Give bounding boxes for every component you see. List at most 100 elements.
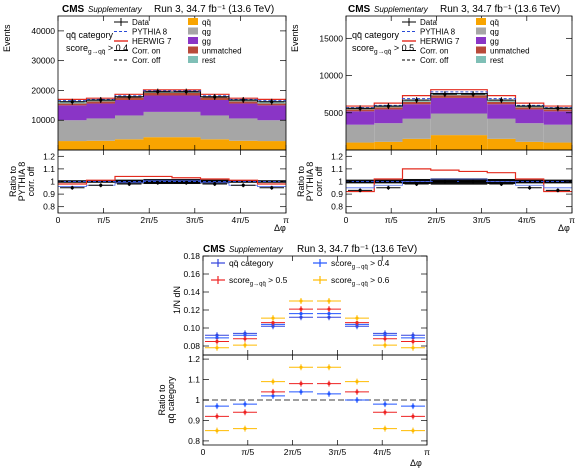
data-point: [443, 92, 447, 96]
legend-label-unmatched: unmatched: [202, 47, 242, 56]
legend-label-corr_on: Corr. on: [420, 47, 448, 56]
legend-label-corr_on: Corr. on: [132, 47, 160, 56]
x-tick-label: 3π/5: [186, 215, 204, 225]
stack-bar-qq: [115, 139, 144, 150]
y-tick-label: 0.16: [183, 269, 200, 279]
series-0-point: [299, 315, 303, 319]
ratio-series-2-point: [355, 379, 359, 384]
y-tick-label: 0.18: [183, 251, 200, 261]
y-tick-label: 1: [50, 177, 55, 187]
y-tick-label: 30000: [31, 56, 55, 66]
legend-swatch-qq: [188, 18, 198, 25]
x-tick-label: π/5: [241, 447, 254, 457]
stack-bar-gg: [229, 103, 258, 119]
stack-bar-qg: [143, 111, 172, 138]
legend-label-qg: qg: [490, 28, 499, 37]
ratio-series-1-point: [355, 390, 359, 394]
series-2-point: [355, 321, 359, 325]
ratio-plot: 0.8 0.9 1 1.1 1.2 0 π/5 2π/5 3π/5 4π/5 π: [43, 149, 289, 225]
y-tick-label: 0.9: [188, 415, 200, 425]
data-point: [556, 106, 560, 110]
ratio-series-1-point: [215, 414, 219, 418]
legend-label-herwig: HERWIG 7: [420, 37, 460, 46]
ratio-series-2-point: [327, 365, 331, 369]
data-ratio-point: [184, 181, 188, 185]
legend-label-herwig: HERWIG 7: [132, 37, 172, 46]
series-3-point: [411, 346, 415, 350]
stack-bar-qg: [459, 113, 488, 136]
stack-bar-gg: [172, 95, 201, 112]
data-ratio-point: [528, 186, 532, 190]
data-ratio-point: [70, 186, 74, 190]
x-tick-label: π/5: [385, 215, 398, 225]
data-point: [213, 95, 217, 99]
data-point: [415, 98, 419, 102]
legend-label-0: qq̄ category: [229, 258, 274, 268]
stack-bar-gg: [86, 103, 115, 119]
stack-bar-gg: [257, 105, 286, 121]
y-axis-label: 1/N dN: [172, 286, 182, 314]
stack-bar-qq: [430, 135, 459, 150]
data-ratio-point: [156, 181, 160, 185]
stack-bar-gg: [487, 104, 516, 119]
y-tick-label: 0.10: [183, 323, 200, 333]
data-ratio-point: [241, 183, 245, 187]
ratio-series-0-point: [243, 402, 247, 406]
series-1-point: [243, 333, 247, 337]
ratio-y-axis-label: PYTHIA 8: [305, 162, 315, 202]
data-point: [156, 90, 160, 94]
stack-bar-gg: [58, 105, 87, 121]
legend-label-pythia: PYTHIA 8: [132, 28, 168, 37]
stack-bar-gg: [346, 111, 375, 125]
x-tick-label: 4π/5: [232, 215, 250, 225]
stack-bar-qq: [402, 138, 431, 150]
x-tick-label: 0: [344, 215, 349, 225]
legend-label-data: Data: [420, 18, 437, 27]
y-axis-label: Events: [2, 24, 12, 52]
ratio-y-axis-label: corr. off: [26, 166, 36, 196]
stack-bar-qg: [229, 118, 258, 141]
stack-bar-qq: [58, 141, 87, 150]
y-tick-label: 15000: [319, 33, 343, 43]
legend-swatch-rest: [188, 56, 198, 63]
ratio-series-1-point: [271, 390, 275, 394]
x-axis-label: Δφ: [410, 458, 422, 468]
herwig-line: [346, 89, 572, 107]
series-0-point: [327, 315, 331, 319]
legend: qq̄ category scoreg→qq̄ > 0.4 scoreg→qq̄ >…: [211, 258, 390, 288]
y-tick-label: 10000: [319, 71, 343, 81]
legend-label-gg: gg: [202, 37, 211, 46]
series-3-point: [327, 299, 331, 303]
legend-swatch-qq: [476, 18, 486, 25]
stack-bar-qq: [229, 140, 258, 150]
ratio-series-2-point: [383, 427, 387, 431]
y-tick-label: 5000: [324, 108, 343, 118]
stack-bar-qq: [200, 139, 229, 150]
x-tick-label: π/5: [97, 215, 110, 225]
y-tick-label: 1.2: [331, 151, 343, 161]
ratio-y-axis-label: Ratio to: [8, 166, 18, 197]
stack-bar-qq: [86, 140, 115, 150]
legend-label-gg: gg: [490, 37, 499, 46]
supplementary-label: Supplementary: [88, 5, 143, 14]
ratio-y-axis-label: corr. off: [314, 166, 324, 196]
herwig-ratio-line: [346, 168, 572, 193]
y-tick-label: 1.2: [188, 354, 200, 364]
chart-bottom: CMS Supplementary Run 3, 34.7 fb⁻¹ (13.6…: [157, 244, 430, 468]
ratio-series-0-point: [327, 392, 331, 396]
y-tick-label: 1: [338, 177, 343, 187]
series-3-point: [215, 346, 219, 350]
y-tick-label: 0.9: [331, 189, 343, 199]
y-tick-label: 1.1: [188, 375, 200, 385]
stack-bar-qg: [346, 124, 375, 143]
data-point: [127, 95, 131, 99]
ratio-y-axis-label: Ratio to: [157, 384, 167, 415]
series-3-point: [271, 316, 275, 320]
stack-bar-qg: [402, 118, 431, 139]
data-point: [499, 98, 503, 102]
run-label: Run 3, 34.7 fb⁻¹ (13.6 TeV): [297, 244, 417, 255]
stack-bar-gg: [115, 99, 144, 116]
